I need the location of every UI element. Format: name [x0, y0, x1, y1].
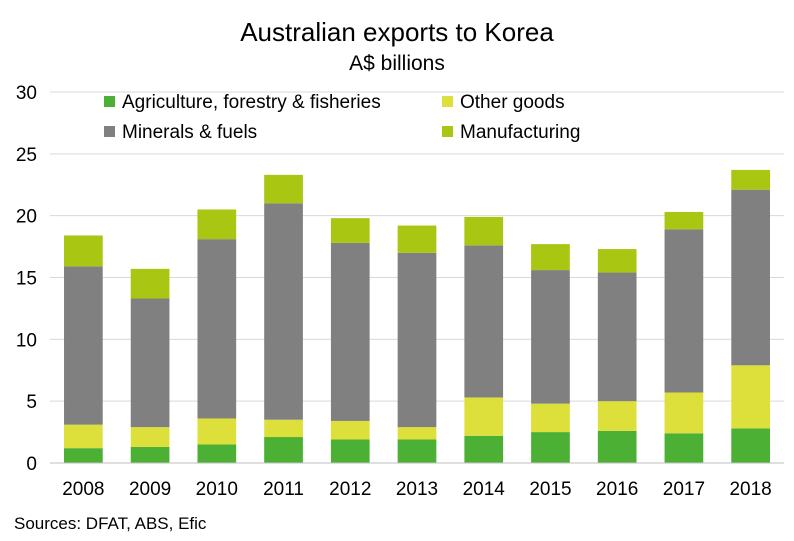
x-tick-label: 2013 [396, 479, 438, 500]
bar-segment [464, 245, 504, 398]
bar-segment [64, 424, 103, 449]
bar-segment [330, 242, 370, 421]
y-tick-label: 0 [26, 454, 37, 475]
bar-segment [531, 244, 570, 271]
bar-segment [197, 209, 237, 240]
bar-segment [264, 437, 303, 463]
legend-label: Other goods [460, 92, 565, 113]
bar-segment [664, 229, 704, 393]
bar-segment [130, 427, 170, 447]
x-tick-label: 2018 [729, 479, 771, 500]
bar-segment [197, 444, 237, 463]
y-tick-label: 5 [26, 392, 37, 413]
bar-segment [731, 169, 770, 190]
legend-swatch [442, 126, 453, 137]
bar-segment [397, 252, 437, 428]
x-tick-label: 2009 [129, 479, 171, 500]
bar-segment [330, 218, 370, 243]
bar-segment [130, 268, 170, 299]
bar-segment [264, 419, 303, 438]
bar-segment [197, 418, 237, 445]
y-tick-labels: 0 5 10 15 20 25 30 [16, 83, 37, 475]
x-tick-label: 2008 [62, 479, 104, 500]
legend-swatch [442, 96, 453, 107]
bar-segment [731, 365, 770, 429]
bar-segment [330, 420, 370, 440]
legend-label: Agriculture, forestry & fisheries [122, 92, 381, 113]
bar-segment [64, 266, 103, 425]
y-tick-label: 25 [16, 145, 37, 166]
bar-segment [130, 446, 170, 463]
bar-segment [330, 439, 370, 463]
legend-label: Manufacturing [460, 122, 580, 143]
bar-segment [597, 401, 637, 431]
legend-swatch [104, 126, 115, 137]
bar-segment [64, 448, 103, 463]
bars [64, 169, 770, 463]
x-tick-label: 2016 [596, 479, 638, 500]
bar-segment [531, 432, 570, 463]
x-tick-labels: 2008 2009 2010 2011 2012 2013 2014 2015 2016 2017… [62, 479, 772, 500]
y-tick-label: 30 [16, 83, 37, 104]
bar-segment [397, 427, 437, 440]
bar-segment [264, 174, 303, 204]
bar-segment [64, 235, 103, 267]
bar-segment [597, 272, 637, 402]
y-tick-label: 10 [16, 330, 37, 351]
legend: Agriculture, forestry & fisheries Other g… [104, 92, 580, 143]
bar-segment [597, 430, 637, 463]
bar-segment [464, 397, 504, 436]
x-tick-label: 2017 [663, 479, 705, 500]
chart-title: Australian exports to Korea [240, 17, 554, 47]
x-tick-label: 2012 [329, 479, 371, 500]
y-tick-label: 20 [16, 207, 37, 228]
x-tick-label: 2011 [263, 479, 304, 500]
bar-segment [397, 225, 437, 253]
x-tick-label: 2014 [463, 479, 506, 500]
x-tick-label: 2015 [529, 479, 571, 500]
bar-segment [464, 435, 504, 463]
bar-segment [130, 298, 170, 428]
bar-segment [397, 439, 437, 463]
bar-segment [264, 203, 303, 420]
x-tick-label: 2010 [196, 479, 238, 500]
bar-segment [664, 433, 704, 463]
bar-segment [597, 249, 637, 273]
bar-segment [531, 403, 570, 433]
legend-label: Minerals & fuels [122, 122, 257, 143]
bar-segment [464, 216, 504, 246]
legend-swatch [104, 96, 115, 107]
bar-segment [531, 270, 570, 404]
bar-segment [664, 392, 704, 434]
bar-segment [731, 189, 770, 366]
source-note: Sources: DFAT, ABS, Efic [14, 514, 207, 533]
y-tick-label: 15 [16, 269, 37, 290]
bar-segment [731, 428, 770, 463]
bar-segment [664, 211, 704, 230]
chart-subtitle: A$ billions [349, 52, 445, 75]
bar-segment [197, 239, 237, 419]
